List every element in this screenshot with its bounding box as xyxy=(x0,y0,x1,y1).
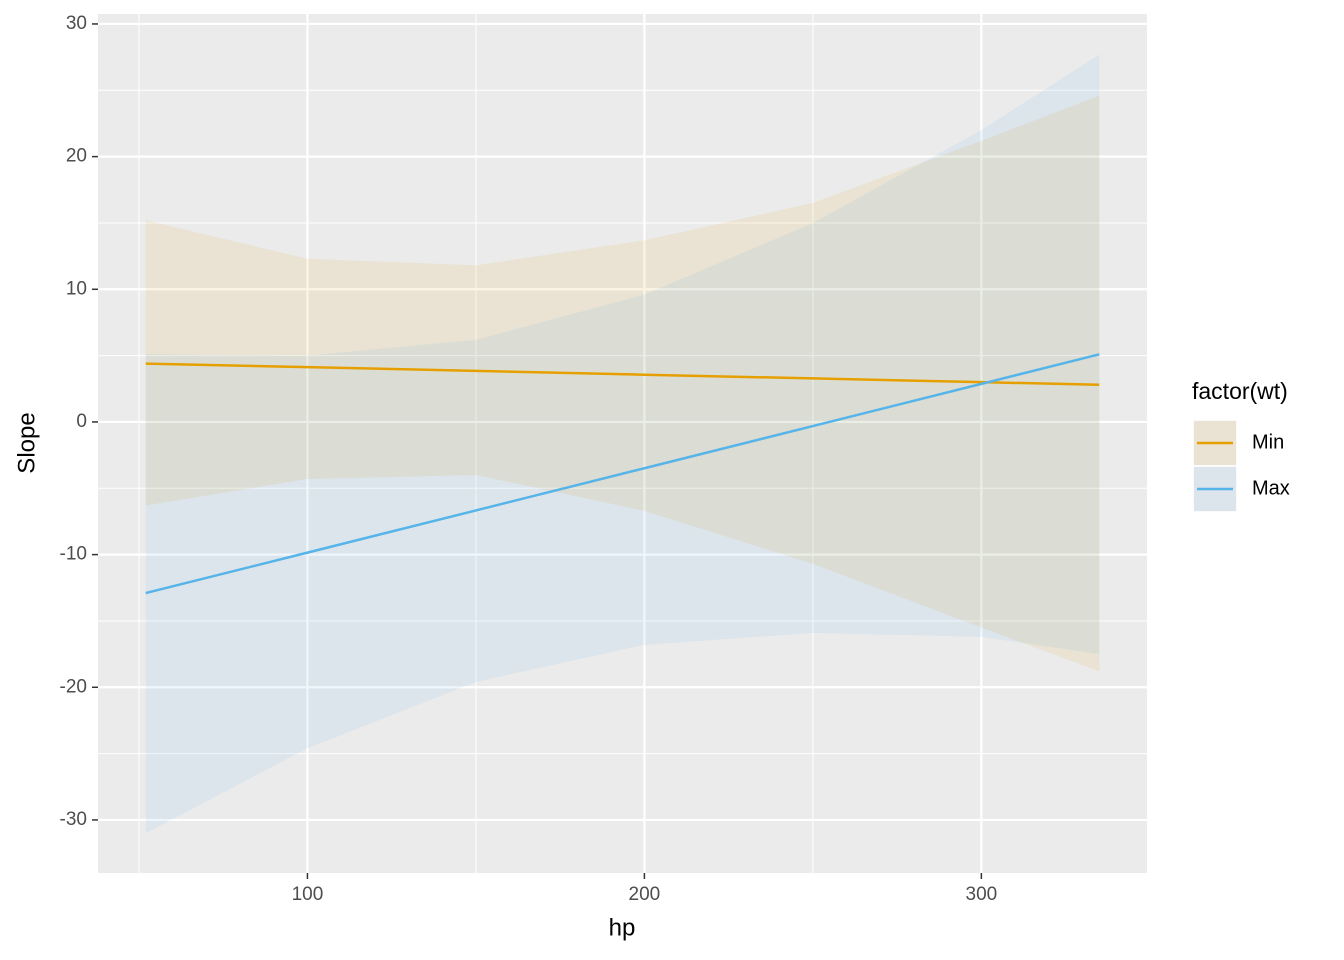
y-tick-label: -30 xyxy=(60,809,87,830)
legend-title: factor(wt) xyxy=(1192,378,1288,404)
ribbon xyxy=(145,95,1100,672)
legend-label: Min xyxy=(1252,431,1284,453)
y-tick-label: -20 xyxy=(60,676,87,697)
y-tick-label: 30 xyxy=(66,13,87,34)
legend-label: Max xyxy=(1252,477,1290,499)
y-tick-label: 10 xyxy=(66,278,87,299)
y-tick-label: -10 xyxy=(60,544,87,565)
x-tick-label: 300 xyxy=(966,884,998,905)
line xyxy=(145,362,1100,387)
ribbon xyxy=(145,54,1100,834)
x-tick-label: 100 xyxy=(292,884,324,905)
line xyxy=(145,353,1100,595)
x-axis-title: hp xyxy=(609,914,636,941)
x-tick-label: 200 xyxy=(629,884,661,905)
y-tick-label: 0 xyxy=(76,411,87,432)
y-tick-label: 20 xyxy=(66,146,87,167)
y-axis-title: Slope xyxy=(13,412,40,473)
